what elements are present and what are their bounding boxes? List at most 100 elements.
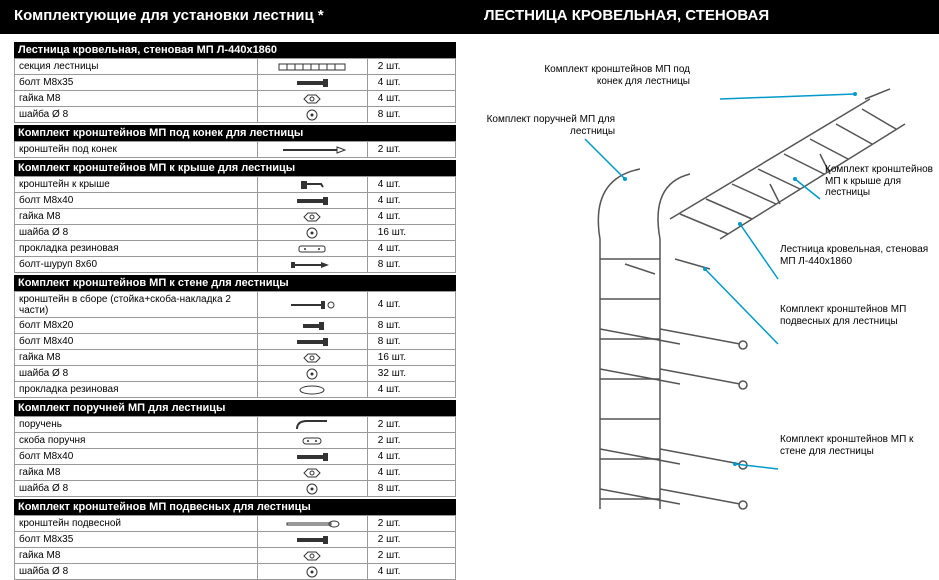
part-qty: 16 шт. <box>367 350 455 366</box>
diagram-column: Комплект кронштейнов МП под конек для ле… <box>470 34 939 580</box>
table-row: кронштейн к крыше4 шт. <box>15 177 456 193</box>
part-name: гайка М8 <box>15 465 258 481</box>
parts-table: поручень2 шт.скоба поручня2 шт.болт М8х4… <box>14 416 456 497</box>
part-name: болт-шуруп 8х60 <box>15 257 258 273</box>
diagram-callout: Комплект кронштейнов МП подвесных для ле… <box>780 304 930 327</box>
part-qty: 2 шт. <box>367 532 455 548</box>
part-qty: 2 шт. <box>367 516 455 532</box>
table-row: шайба Ø 8 4 шт. <box>15 564 456 580</box>
diagram-callout: Комплект поручней МП для лестницы <box>465 114 615 137</box>
part-qty: 2 шт. <box>367 417 455 433</box>
part-name: болт М8х40 <box>15 334 258 350</box>
group-header: Комплект кронштейнов МП подвесных для ле… <box>14 499 456 515</box>
table-row: кронштейн в сборе (стойка+скоба-накладка… <box>15 292 456 318</box>
part-name: шайба Ø 8 <box>15 481 258 497</box>
table-row: гайка М8 4 шт. <box>15 209 456 225</box>
table-row: шайба Ø 88 шт. <box>15 107 456 123</box>
part-qty: 4 шт. <box>367 564 455 580</box>
part-qty: 2 шт. <box>367 548 455 564</box>
part-name: болт М8х20 <box>15 318 258 334</box>
part-icon <box>257 177 367 193</box>
main-content: Лестница кровельная, стеновая МП Л-440х1… <box>0 34 939 580</box>
parts-table: кронштейн под конек2 шт. <box>14 141 456 158</box>
part-name: шайба Ø 8 <box>15 225 258 241</box>
parts-table-column: Лестница кровельная, стеновая МП Л-440х1… <box>0 34 470 580</box>
part-icon <box>257 433 367 449</box>
part-icon <box>257 193 367 209</box>
group-header: Комплект кронштейнов МП к крыше для лест… <box>14 160 456 176</box>
parts-table: кронштейн в сборе (стойка+скоба-накладка… <box>14 291 456 398</box>
part-name: шайба Ø 8 <box>15 564 258 580</box>
part-name: гайка М8 <box>15 350 258 366</box>
part-icon <box>257 75 367 91</box>
part-qty: 2 шт. <box>367 433 455 449</box>
table-row: шайба Ø 8 32 шт. <box>15 366 456 382</box>
part-qty: 4 шт. <box>367 177 455 193</box>
table-row: болт М8х35 2 шт. <box>15 532 456 548</box>
table-row: болт М8х40 4 шт. <box>15 449 456 465</box>
table-row: болт М8х40 8 шт. <box>15 334 456 350</box>
part-icon <box>257 516 367 532</box>
part-name: болт М8х40 <box>15 193 258 209</box>
part-qty: 4 шт. <box>367 193 455 209</box>
part-name: секция лестницы <box>15 59 258 75</box>
part-icon <box>257 59 367 75</box>
part-qty: 4 шт. <box>367 209 455 225</box>
table-row: прокладка резиновая4 шт. <box>15 241 456 257</box>
part-icon <box>257 142 367 158</box>
table-row: скоба поручня 2 шт. <box>15 433 456 449</box>
part-icon <box>257 107 367 123</box>
group-header: Комплект поручней МП для лестницы <box>14 400 456 416</box>
table-row: поручень 2 шт. <box>15 417 456 433</box>
part-icon <box>257 449 367 465</box>
diagram-callout: Комплект кронштейнов МП к стене для лест… <box>780 434 930 457</box>
part-name: гайка М8 <box>15 548 258 564</box>
part-icon <box>257 225 367 241</box>
parts-table: кронштейн подвесной2 шт.болт М8х352 шт.г… <box>14 515 456 580</box>
header-right-title: ЛЕСТНИЦА КРОВЕЛЬНАЯ, СТЕНОВАЯ <box>470 0 939 34</box>
part-icon <box>257 209 367 225</box>
part-qty: 2 шт. <box>367 59 455 75</box>
part-name: болт М8х40 <box>15 449 258 465</box>
group-header: Комплект кронштейнов МП к стене для лест… <box>14 275 456 291</box>
part-icon <box>257 292 367 318</box>
table-row: гайка М84 шт. <box>15 91 456 107</box>
part-name: прокладка резиновая <box>15 241 258 257</box>
part-icon <box>257 564 367 580</box>
part-name: поручень <box>15 417 258 433</box>
part-name: болт М8х35 <box>15 75 258 91</box>
table-row: болт М8х35 4 шт. <box>15 75 456 91</box>
header-left-title: Комплектующие для установки лестниц * <box>0 0 470 34</box>
table-row: шайба Ø 8 16 шт. <box>15 225 456 241</box>
part-icon <box>257 350 367 366</box>
table-row: болт М8х208 шт. <box>15 318 456 334</box>
group-header: Лестница кровельная, стеновая МП Л-440х1… <box>14 42 456 58</box>
part-name: скоба поручня <box>15 433 258 449</box>
part-qty: 4 шт. <box>367 91 455 107</box>
table-row: кронштейн под конек2 шт. <box>15 142 456 158</box>
table-row: болт М8х40 4 шт. <box>15 193 456 209</box>
diagram-callout: Лестница кровельная, стеновая МП Л-440х1… <box>780 244 930 267</box>
part-icon <box>257 465 367 481</box>
part-qty: 32 шт. <box>367 366 455 382</box>
part-qty: 8 шт. <box>367 334 455 350</box>
part-qty: 4 шт. <box>367 75 455 91</box>
part-qty: 8 шт. <box>367 107 455 123</box>
part-icon <box>257 257 367 273</box>
part-icon <box>257 548 367 564</box>
part-name: кронштейн в сборе (стойка+скоба-накладка… <box>15 292 258 318</box>
table-row: прокладка резиновая4 шт. <box>15 382 456 398</box>
table-row: гайка М8 16 шт. <box>15 350 456 366</box>
diagram-callout: Комплект кронштейнов МП к крыше для лест… <box>825 164 939 199</box>
part-qty: 4 шт. <box>367 449 455 465</box>
part-name: болт М8х35 <box>15 532 258 548</box>
part-name: гайка М8 <box>15 209 258 225</box>
part-qty: 4 шт. <box>367 292 455 318</box>
part-icon <box>257 417 367 433</box>
part-icon <box>257 241 367 257</box>
part-name: шайба Ø 8 <box>15 366 258 382</box>
part-icon <box>257 481 367 497</box>
part-qty: 16 шт. <box>367 225 455 241</box>
part-name: кронштейн под конек <box>15 142 258 158</box>
group-header: Комплект кронштейнов МП под конек для ле… <box>14 125 456 141</box>
